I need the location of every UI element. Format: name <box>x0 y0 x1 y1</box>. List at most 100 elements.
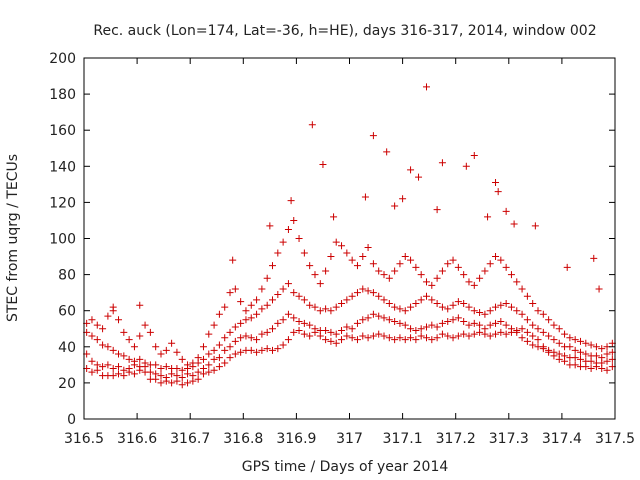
data-point <box>539 310 547 318</box>
data-point <box>353 319 361 327</box>
data-point <box>194 368 202 376</box>
data-point <box>422 278 430 286</box>
data-point <box>194 375 202 383</box>
data-point <box>534 325 542 333</box>
data-point <box>433 334 441 342</box>
data-point <box>428 321 436 329</box>
data-point <box>412 327 420 335</box>
data-point <box>502 263 510 271</box>
data-point <box>184 379 192 387</box>
data-point <box>157 364 165 372</box>
data-point <box>444 332 452 340</box>
data-point <box>263 301 271 309</box>
data-point <box>507 325 515 333</box>
data-point <box>375 312 383 320</box>
data-point <box>247 314 255 322</box>
data-point <box>115 370 123 378</box>
data-point <box>242 307 250 315</box>
data-point <box>274 319 282 327</box>
data-point <box>274 290 282 298</box>
data-point <box>162 346 170 354</box>
data-point <box>258 305 266 313</box>
data-point <box>417 271 425 279</box>
data-point <box>253 310 261 318</box>
data-point <box>247 346 255 354</box>
data-point <box>492 330 500 338</box>
data-point <box>168 339 176 347</box>
data-point <box>231 350 239 358</box>
x-tick-label: 317.3 <box>489 431 529 447</box>
data-point <box>375 267 383 275</box>
data-point <box>215 354 223 362</box>
data-point <box>415 173 423 181</box>
data-point <box>590 254 598 262</box>
data-point <box>306 332 314 340</box>
data-point <box>253 336 261 344</box>
data-point <box>253 296 261 304</box>
data-point <box>529 299 537 307</box>
data-point <box>576 348 584 356</box>
data-point <box>465 332 473 340</box>
data-point <box>369 289 377 297</box>
data-point <box>226 328 234 336</box>
data-point <box>338 336 346 344</box>
data-point <box>327 337 335 345</box>
data-point <box>502 207 510 215</box>
data-point <box>258 285 266 293</box>
data-point <box>385 334 393 342</box>
data-point <box>109 346 117 354</box>
data-point <box>99 363 107 371</box>
data-point <box>438 303 446 311</box>
data-point <box>364 314 372 322</box>
data-point <box>266 222 274 230</box>
data-point <box>438 330 446 338</box>
data-point <box>330 213 338 221</box>
data-point <box>449 334 457 342</box>
data-point <box>361 193 369 201</box>
data-point <box>348 256 356 264</box>
data-point <box>215 341 223 349</box>
data-point <box>300 330 308 338</box>
data-point <box>359 285 367 293</box>
data-point <box>353 289 361 297</box>
data-point <box>284 225 292 233</box>
data-point <box>189 372 197 380</box>
data-point <box>412 336 420 344</box>
data-point <box>492 179 500 187</box>
data-point <box>300 249 308 257</box>
data-point <box>529 332 537 340</box>
data-point <box>396 305 404 313</box>
data-point <box>295 318 303 326</box>
data-point <box>210 355 218 363</box>
data-point <box>93 336 101 344</box>
data-point <box>401 336 409 344</box>
data-point <box>576 337 584 345</box>
data-point <box>199 364 207 372</box>
data-point <box>93 361 101 369</box>
data-point <box>497 318 505 326</box>
data-point <box>226 289 234 297</box>
x-tick-label: 317.4 <box>542 431 582 447</box>
data-point <box>93 321 101 329</box>
chart-title: Rec. auck (Lon=174, Lat=-36, h=HE), days… <box>93 23 596 39</box>
y-tick-label: 60 <box>58 304 76 320</box>
data-point <box>396 319 404 327</box>
y-tick-label: 140 <box>49 159 76 175</box>
y-axis-label: STEC from uqrg / TECUs <box>5 154 21 322</box>
data-point <box>523 292 531 300</box>
data-point <box>460 271 468 279</box>
data-point <box>115 350 123 358</box>
data-point <box>582 350 590 358</box>
data-point <box>284 310 292 318</box>
data-point <box>263 345 271 353</box>
data-point <box>343 249 351 257</box>
data-point <box>338 242 346 250</box>
data-point <box>247 334 255 342</box>
data-point <box>295 292 303 300</box>
data-point <box>396 260 404 268</box>
data-point <box>221 359 229 367</box>
data-point <box>237 298 245 306</box>
data-point <box>189 359 197 367</box>
data-point <box>470 330 478 338</box>
